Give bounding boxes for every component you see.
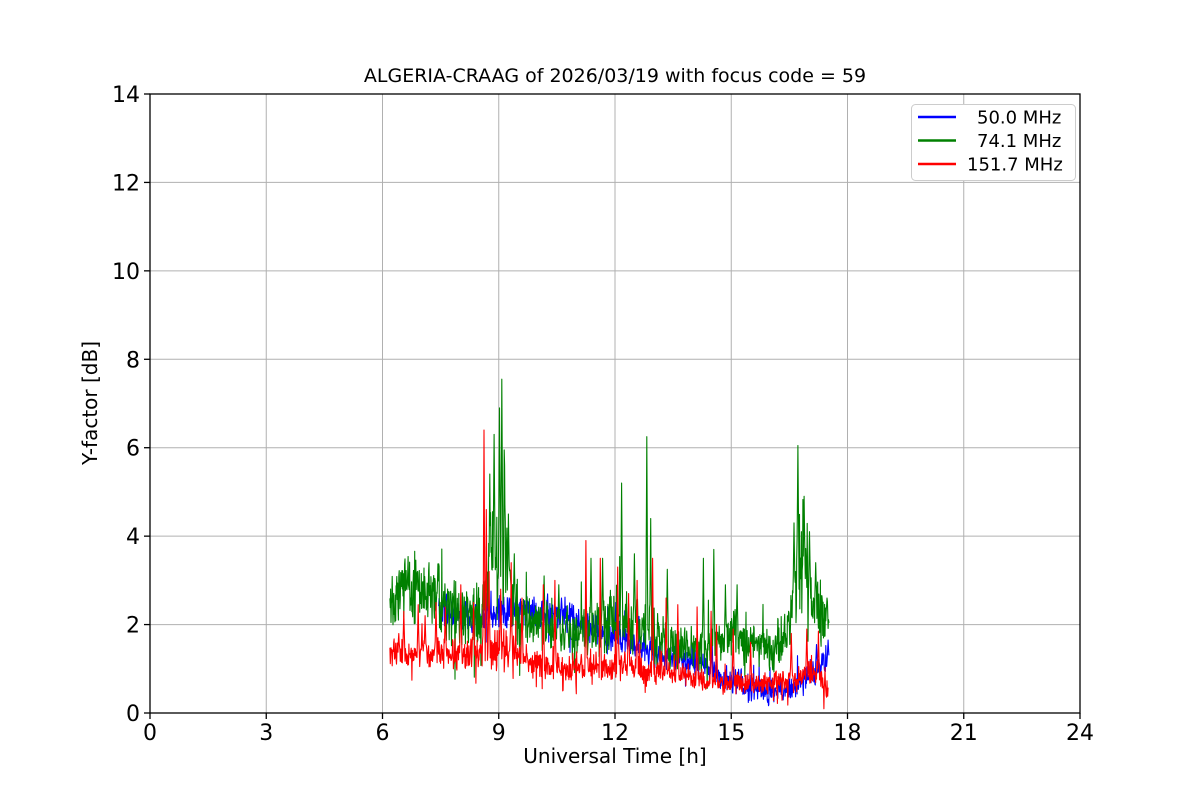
y-tick-label: 8: [126, 348, 140, 373]
legend-label: 151.7 MHz: [967, 155, 1063, 176]
y-tick-label: 2: [126, 614, 140, 639]
x-tick-label: 3: [259, 721, 273, 746]
chart-title: ALGERIA-CRAAG of 2026/03/19 with focus c…: [364, 65, 866, 87]
legend-label: 74.1 MHz: [977, 131, 1061, 152]
series-line-151-7-mhz: [389, 429, 829, 710]
x-tick-label: 21: [950, 721, 978, 746]
legend-box: [911, 104, 1076, 181]
x-tick-label: 0: [143, 721, 157, 746]
x-tick-label: 24: [1066, 721, 1094, 746]
legend-label: 50.0 MHz: [977, 108, 1061, 129]
series-line-50-0-mhz: [438, 590, 830, 707]
x-tick-label: 18: [834, 721, 862, 746]
y-tick-label: 12: [112, 171, 140, 196]
y-axis-label: Y-factor [dB]: [78, 341, 102, 466]
x-tick-label: 12: [601, 721, 629, 746]
x-axis-label: Universal Time [h]: [523, 744, 706, 768]
y-tick-label: 4: [126, 525, 140, 550]
y-tick-label: 0: [126, 702, 140, 727]
series-line-74-1-mhz: [389, 378, 830, 689]
x-tick-label: 9: [492, 721, 506, 746]
axes-layer: [144, 93, 1081, 719]
y-tick-label: 14: [112, 83, 140, 108]
y-tick-label: 10: [112, 260, 140, 285]
x-tick-label: 6: [376, 721, 390, 746]
y-tick-label: 6: [126, 437, 140, 462]
x-tick-label: 15: [717, 721, 745, 746]
series-layer: [389, 378, 830, 710]
